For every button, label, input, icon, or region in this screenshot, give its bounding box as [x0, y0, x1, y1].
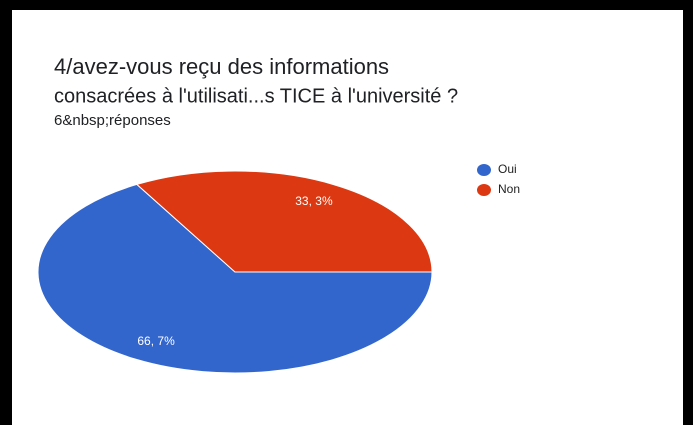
slice-label: 66, 7% — [137, 334, 175, 348]
legend-swatch — [477, 184, 491, 196]
pie-slice — [135, 170, 433, 273]
chart-subtitle: 6&nbsp;réponses — [54, 112, 171, 129]
legend-swatch — [477, 164, 491, 176]
chart-title: 4/avez-vous reçu des informations — [54, 54, 389, 79]
pie-slice — [37, 183, 433, 374]
chart-title: consacrées à l'utilisati...s TICE à l'un… — [54, 85, 458, 107]
legend-label: Oui — [498, 162, 517, 176]
legend-label: Non — [498, 182, 520, 196]
slice-label: 33, 3% — [295, 194, 333, 208]
